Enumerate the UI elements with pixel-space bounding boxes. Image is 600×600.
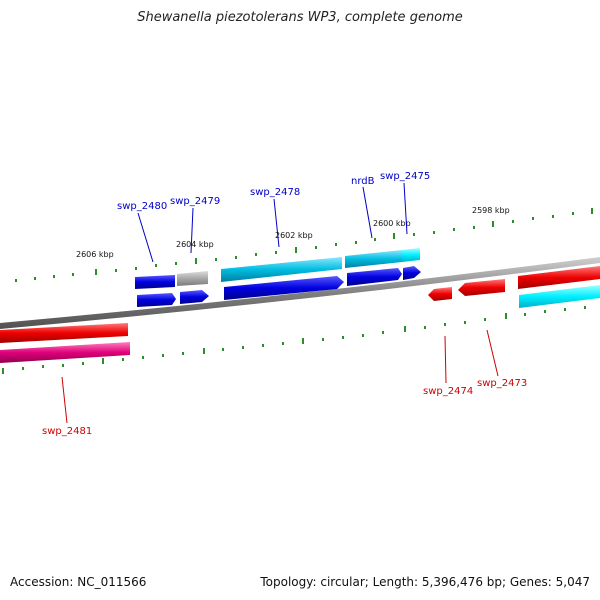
bottom-leader-lines — [61, 329, 499, 424]
gene-cyan-right-edge[interactable] — [519, 285, 600, 308]
gene-swp-2475-arrow[interactable] — [403, 266, 421, 280]
lower-right-genes — [428, 266, 600, 308]
gene-red-right-edge[interactable] — [518, 266, 600, 289]
gene-swp-2480-arrow[interactable] — [137, 293, 176, 307]
genome-summary-text: Topology: circular; Length: 5,396,476 bp… — [260, 575, 590, 589]
gene-swp-2481[interactable] — [0, 342, 130, 363]
map-title: Shewanella piezotolerans WP3, complete g… — [137, 10, 463, 25]
lower-left-genes — [0, 323, 130, 363]
gene-swp-2478-outer[interactable] — [221, 257, 342, 282]
label-swp-2479: swp_2479 — [170, 196, 220, 207]
gene-nrdb-arrow[interactable] — [347, 268, 402, 286]
gene-swp-2480-outer[interactable] — [135, 275, 175, 289]
gene-nrdb-outer[interactable] — [345, 250, 402, 268]
lower-scale-ticks — [2, 306, 586, 374]
scale-label-2598: 2598 kbp — [472, 206, 510, 215]
outer-top-genes — [135, 248, 420, 289]
gene-swp-2479-outer[interactable] — [177, 271, 208, 286]
label-nrdb: nrdB — [351, 176, 375, 187]
gene-swp-2473-arrow[interactable] — [458, 279, 505, 296]
scale-label-2600: 2600 kbp — [373, 219, 411, 228]
label-swp-2478: swp_2478 — [250, 187, 300, 198]
top-leader-lines — [137, 182, 408, 263]
label-swp-2480: swp_2480 — [117, 201, 167, 212]
scale-label-2604: 2604 kbp — [176, 240, 214, 249]
gene-swp-2478-arrow[interactable] — [224, 276, 344, 300]
accession-text: Accession: NC_011566 — [10, 575, 147, 589]
gene-swp-2475-outer[interactable] — [402, 248, 420, 262]
gene-swp-2479-arrow[interactable] — [180, 290, 209, 304]
gene-swp-2474-arrow[interactable] — [428, 287, 452, 301]
genome-backbone — [0, 257, 600, 329]
scale-label-2602: 2602 kbp — [275, 231, 313, 240]
upper-scale-ticks — [15, 208, 593, 282]
scale-label-2606: 2606 kbp — [76, 250, 114, 259]
label-swp-2473: swp_2473 — [477, 378, 527, 389]
label-swp-2474: swp_2474 — [423, 386, 473, 397]
label-swp-2475: swp_2475 — [380, 171, 430, 182]
gene-red-left-edge[interactable] — [0, 323, 128, 343]
inner-top-genes — [137, 266, 421, 307]
label-swp-2481: swp_2481 — [42, 426, 92, 437]
